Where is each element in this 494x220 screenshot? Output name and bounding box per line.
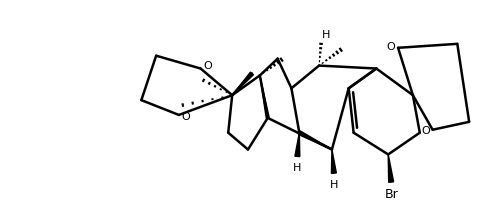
Polygon shape — [260, 75, 269, 118]
Polygon shape — [331, 150, 336, 173]
Polygon shape — [232, 72, 253, 95]
Text: O: O — [203, 61, 212, 71]
Text: H: H — [329, 180, 338, 190]
Text: Br: Br — [384, 188, 398, 202]
Text: O: O — [181, 112, 190, 122]
Polygon shape — [295, 133, 300, 157]
Text: H: H — [322, 30, 330, 40]
Text: H: H — [293, 163, 301, 173]
Text: O: O — [421, 126, 430, 136]
Polygon shape — [298, 131, 332, 150]
Text: O: O — [387, 42, 396, 52]
Polygon shape — [388, 154, 394, 182]
